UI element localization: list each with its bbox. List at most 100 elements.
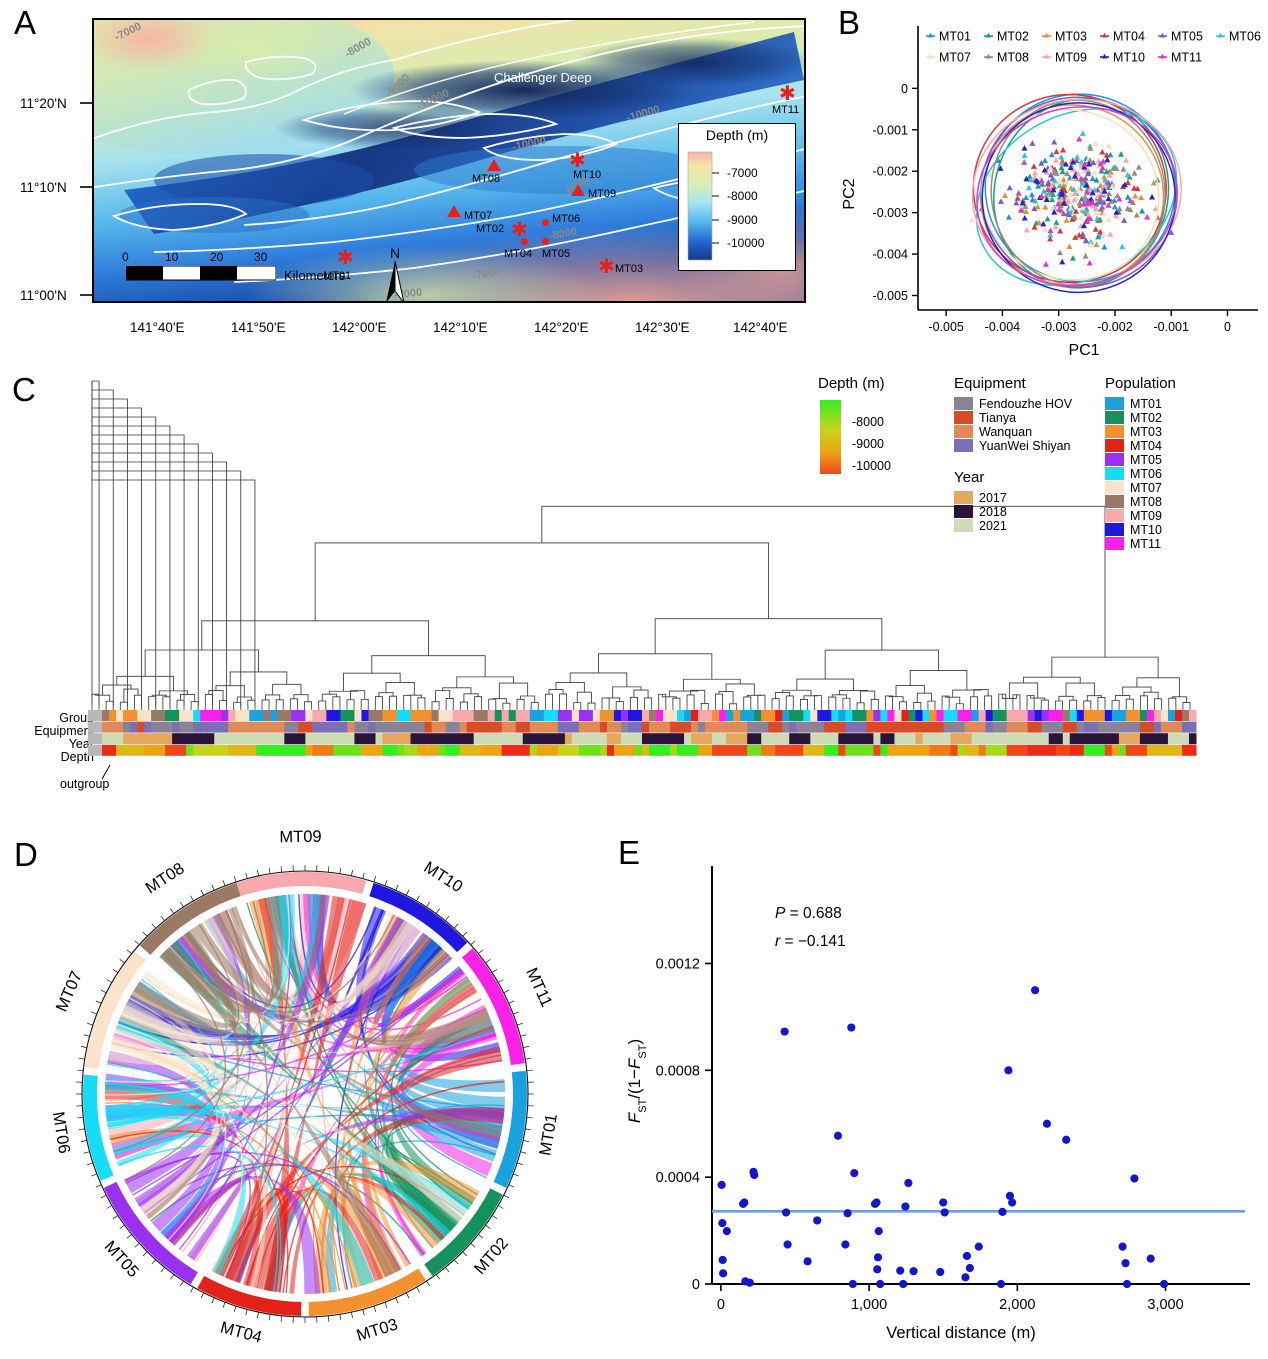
pca-legend[interactable]: MT01 MT02 MT03 MT04 MT05 MT06 MT07 MT08 MT09 MT10…: [926, 30, 1261, 65]
ibd-point[interactable]: [873, 1253, 883, 1262]
chord-link[interactable]: [105, 1025, 209, 1082]
chord-sector-MT02[interactable]: [424, 1188, 503, 1276]
chord-ribbon[interactable]: [159, 895, 283, 1014]
chord-link[interactable]: [253, 1025, 494, 1288]
chord-ribbon[interactable]: [130, 930, 237, 1034]
ibd-point[interactable]: [876, 1279, 885, 1289]
chord-ribbon[interactable]: [107, 920, 415, 1066]
chord-sector-MT06[interactable]: [83, 1074, 114, 1181]
ibd-point[interactable]: [1062, 1135, 1071, 1144]
ibd-point[interactable]: [717, 1180, 726, 1190]
ibd-point[interactable]: [722, 1227, 731, 1236]
population-legend-item[interactable]: MT09: [1105, 509, 1176, 523]
chord-ribbon[interactable]: [231, 906, 495, 1047]
ibd-point[interactable]: [974, 1242, 983, 1251]
ibd-point[interactable]: [940, 1208, 949, 1217]
pca-scatter-plot[interactable]: 0 -0.001 -0.002 -0.003 -0.004 -0.005 -0.005 -0.…: [830, 0, 1268, 360]
chord-link[interactable]: [168, 947, 447, 1023]
ibd-point[interactable]: [841, 1240, 850, 1249]
chord-link[interactable]: [124, 953, 226, 1181]
chord-ribbon[interactable]: [111, 1037, 219, 1219]
chord-link[interactable]: [172, 914, 395, 1013]
ibd-point[interactable]: [998, 1207, 1007, 1216]
annotation-bars[interactable]: [88, 710, 1198, 766]
chord-ribbon[interactable]: [245, 1188, 384, 1289]
site-marker-MT03[interactable]: ✱: [598, 256, 615, 278]
ibd-point[interactable]: [813, 1216, 822, 1225]
ibd-point[interactable]: [833, 1131, 843, 1140]
ibd-point[interactable]: [740, 1198, 749, 1207]
equipment-legend-item[interactable]: Tianya: [954, 411, 1072, 425]
year-legend-item[interactable]: 2017: [954, 491, 1072, 505]
ibd-point[interactable]: [718, 1219, 727, 1228]
ibd-point[interactable]: [1004, 1066, 1013, 1075]
site-marker-MT10[interactable]: ✱: [569, 150, 586, 172]
ibd-point[interactable]: [783, 1240, 792, 1249]
ibd-point[interactable]: [961, 1273, 970, 1282]
chord-link[interactable]: [132, 968, 462, 1196]
ibd-point[interactable]: [904, 1178, 913, 1188]
ibd-point[interactable]: [1118, 1242, 1127, 1251]
ibd-point[interactable]: [745, 1278, 754, 1287]
ibd-point[interactable]: [939, 1198, 948, 1207]
population-legend-item[interactable]: MT03: [1105, 425, 1176, 439]
ibd-point[interactable]: [1130, 1174, 1139, 1183]
ibd-point[interactable]: [850, 1169, 859, 1178]
ibd-point[interactable]: [847, 1023, 856, 1032]
ibd-point[interactable]: [803, 1257, 812, 1266]
site-marker-MT07[interactable]: [447, 205, 461, 217]
population-legend-item[interactable]: MT02: [1105, 411, 1176, 425]
chord-ribbon[interactable]: [105, 1105, 504, 1127]
chord-link[interactable]: [104, 1043, 208, 1096]
site-marker-MT09[interactable]: [571, 184, 585, 196]
ibd-point[interactable]: [1121, 1259, 1130, 1268]
chord-link[interactable]: [142, 912, 392, 1024]
chord-link[interactable]: [112, 1038, 244, 1272]
population-legend-item[interactable]: MT06: [1105, 467, 1176, 481]
population-legend-item[interactable]: MT07: [1105, 481, 1176, 495]
ibd-point[interactable]: [1146, 1254, 1155, 1263]
ibd-point[interactable]: [750, 1170, 759, 1180]
population-legend-item[interactable]: MT04: [1105, 439, 1176, 453]
ibd-point[interactable]: [719, 1269, 728, 1278]
chord-sector-MT05[interactable]: [103, 1181, 198, 1285]
population-legend-item[interactable]: MT10: [1105, 523, 1176, 537]
population-legend-item[interactable]: MT01: [1105, 397, 1176, 411]
chord-link[interactable]: [332, 970, 464, 1292]
ibd-point[interactable]: [1031, 986, 1040, 995]
dendrogram-tree[interactable]: [88, 369, 1198, 714]
ibd-point[interactable]: [901, 1202, 910, 1211]
ibd-scatter-plot[interactable]: 0 0.0004 0.0008 0.0012 0 1,000 2,000 3,000 Verti…: [600, 818, 1268, 1359]
site-marker-MT06[interactable]: [542, 219, 549, 226]
chord-sector-MT09[interactable]: [236, 872, 367, 897]
ibd-point[interactable]: [874, 1227, 883, 1236]
chord-ribbon[interactable]: [107, 1050, 222, 1232]
chord-link[interactable]: [127, 923, 240, 1035]
chord-sector-MT07[interactable]: [84, 951, 146, 1069]
equipment-legend-item[interactable]: YuanWei Shiyan: [954, 439, 1072, 453]
site-marker-MT02[interactable]: ✱: [511, 219, 528, 241]
chord-ribbon[interactable]: [382, 938, 505, 1093]
ibd-point[interactable]: [996, 1279, 1006, 1289]
ibd-point[interactable]: [718, 1255, 727, 1265]
year-legend-item[interactable]: 2018: [954, 505, 1072, 519]
ibd-point[interactable]: [1159, 1279, 1169, 1289]
site-marker-MT05[interactable]: [542, 238, 549, 245]
year-legend-item[interactable]: 2021: [954, 519, 1072, 533]
ibd-point[interactable]: [965, 1263, 974, 1273]
ibd-point[interactable]: [909, 1267, 918, 1276]
chord-sector-MT01[interactable]: [493, 1070, 527, 1188]
ibd-point[interactable]: [873, 1265, 882, 1274]
ibd-point[interactable]: [936, 1267, 945, 1277]
chord-ribbon[interactable]: [161, 947, 400, 1278]
ibd-point[interactable]: [848, 1279, 857, 1289]
ibd-point[interactable]: [899, 1279, 908, 1289]
ibd-point[interactable]: [782, 1208, 791, 1217]
chord-sector-MT03[interactable]: [308, 1268, 426, 1316]
chord-link[interactable]: [117, 1145, 282, 1293]
ibd-point[interactable]: [1042, 1119, 1052, 1128]
ibd-point[interactable]: [962, 1251, 972, 1261]
chord-link[interactable]: [114, 1030, 227, 1241]
ibd-point[interactable]: [780, 1027, 789, 1036]
equipment-legend-item[interactable]: Fendouzhe HOV: [954, 397, 1072, 411]
